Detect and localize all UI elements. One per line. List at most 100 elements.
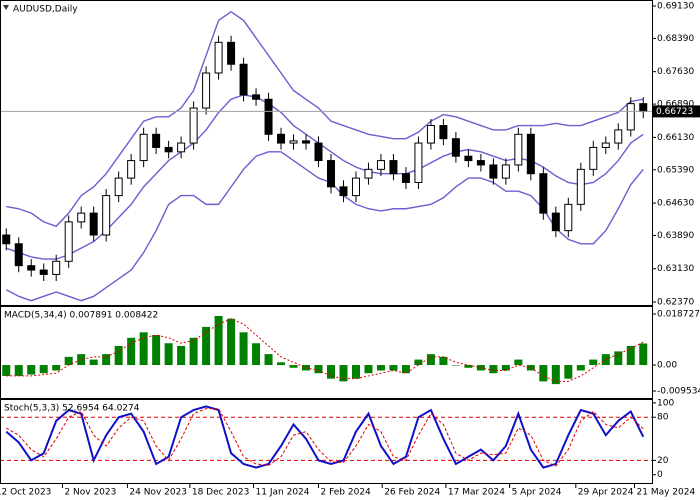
candle-body — [489, 164, 498, 179]
macd-bar — [214, 315, 223, 366]
y-tick-label: 0.65390 — [657, 165, 694, 175]
y-tick-label: 0.68390 — [657, 34, 694, 44]
macd-bar — [451, 365, 460, 366]
macd-bar — [351, 365, 360, 379]
macd-bar — [376, 365, 385, 371]
candle-body — [52, 260, 61, 275]
candle-body — [614, 129, 623, 144]
candle-body — [214, 41, 223, 74]
plot-layer — [0, 10, 652, 469]
macd-bar — [264, 354, 273, 366]
frame — [0, 0, 653, 484]
macd-bar — [414, 359, 423, 366]
candle-body — [351, 177, 360, 197]
last-price-box — [653, 105, 700, 118]
macd-bar — [501, 365, 510, 371]
candle-body — [626, 103, 635, 131]
candle-body — [264, 98, 273, 135]
y-tick-label: -0.009534 — [657, 387, 700, 397]
y-tick-label: 0.66130 — [657, 133, 694, 143]
x-tick-label: 2 Nov 2023 — [64, 488, 116, 498]
macd-bar — [426, 354, 435, 366]
macd-bar — [164, 343, 173, 366]
candle-body — [2, 234, 11, 245]
macd-bar — [77, 354, 86, 366]
x-tick-label: 24 Nov 2023 — [129, 488, 187, 498]
macd-bar — [114, 345, 123, 366]
macd-bar — [589, 359, 598, 366]
candle-body — [14, 243, 23, 267]
y-tick-label: 0.018727 — [657, 310, 700, 320]
candle-body — [551, 212, 560, 232]
macd-bar — [639, 343, 648, 366]
macd-bar — [189, 337, 198, 366]
candle-body — [401, 173, 410, 183]
candle-body — [64, 221, 73, 262]
candle-body — [127, 160, 136, 179]
candle-body — [164, 146, 173, 153]
price-panel-border — [0, 0, 653, 306]
candle-body — [326, 160, 335, 188]
y-tick-label: 0 — [657, 470, 663, 480]
macd-panel-border — [0, 306, 653, 399]
macd-bar — [339, 365, 348, 382]
x-tick-label: 26 Feb 2024 — [384, 488, 440, 498]
x-tick-label: 17 Mar 2024 — [448, 488, 505, 498]
x-tick-label: 29 Apr 2024 — [578, 488, 634, 498]
macd-bar — [277, 362, 286, 366]
candle-body — [314, 142, 323, 162]
macd-bar — [102, 354, 111, 366]
bollinger-band — [6, 10, 644, 228]
macd-bar — [252, 343, 261, 366]
candle-body — [539, 173, 548, 214]
candle-body — [564, 203, 573, 232]
candle-body — [589, 146, 598, 170]
macd-bar — [52, 365, 61, 371]
candle-body — [139, 133, 148, 162]
candle-body — [501, 164, 510, 179]
candle-body — [289, 140, 298, 144]
candle-body — [514, 133, 523, 166]
macd-bar — [64, 356, 73, 366]
y-tick-label: 0.67630 — [657, 67, 694, 77]
macd-bar — [177, 345, 186, 366]
y-tick-label: 0.64630 — [657, 199, 694, 209]
macd-bar — [626, 345, 635, 366]
x-tick-label: 11 Jan 2024 — [256, 488, 310, 498]
y-tick-label: 0.00 — [657, 361, 677, 371]
x-tick-label: 2 Feb 2024 — [321, 488, 372, 498]
x-tick-label: 18 Dec 2023 — [192, 488, 250, 498]
candle-body — [114, 177, 123, 197]
candle-body — [77, 212, 86, 223]
candle-body — [177, 142, 186, 153]
macd-bar — [539, 365, 548, 382]
candle-body — [202, 72, 211, 109]
candle-body — [414, 142, 423, 183]
candle-body — [464, 155, 473, 162]
stoch-line — [5, 405, 645, 469]
macd-bar — [139, 332, 148, 366]
macd-bar — [39, 365, 48, 374]
candle-body — [239, 63, 248, 96]
macd-bar — [614, 351, 623, 366]
macd-bar — [389, 365, 398, 371]
candle-body — [376, 160, 385, 170]
candle-body — [27, 265, 36, 271]
candle-body — [152, 133, 161, 148]
macd-bar — [289, 365, 298, 368]
y-tick-label: 0.63890 — [657, 231, 694, 241]
macd-bar — [489, 365, 498, 374]
macd-bar — [27, 365, 36, 375]
macd-bar — [2, 365, 11, 376]
macd-bar — [89, 359, 98, 366]
macd-bar — [364, 365, 373, 374]
candle-body — [252, 94, 261, 100]
macd-bar — [239, 332, 248, 366]
panel-title: MACD(5,34,4) 0.007891 0.008422 — [4, 311, 158, 321]
macd-bar — [127, 337, 136, 366]
macd-bar — [439, 356, 448, 366]
macd-bar — [227, 318, 236, 366]
candle-body — [277, 133, 286, 144]
